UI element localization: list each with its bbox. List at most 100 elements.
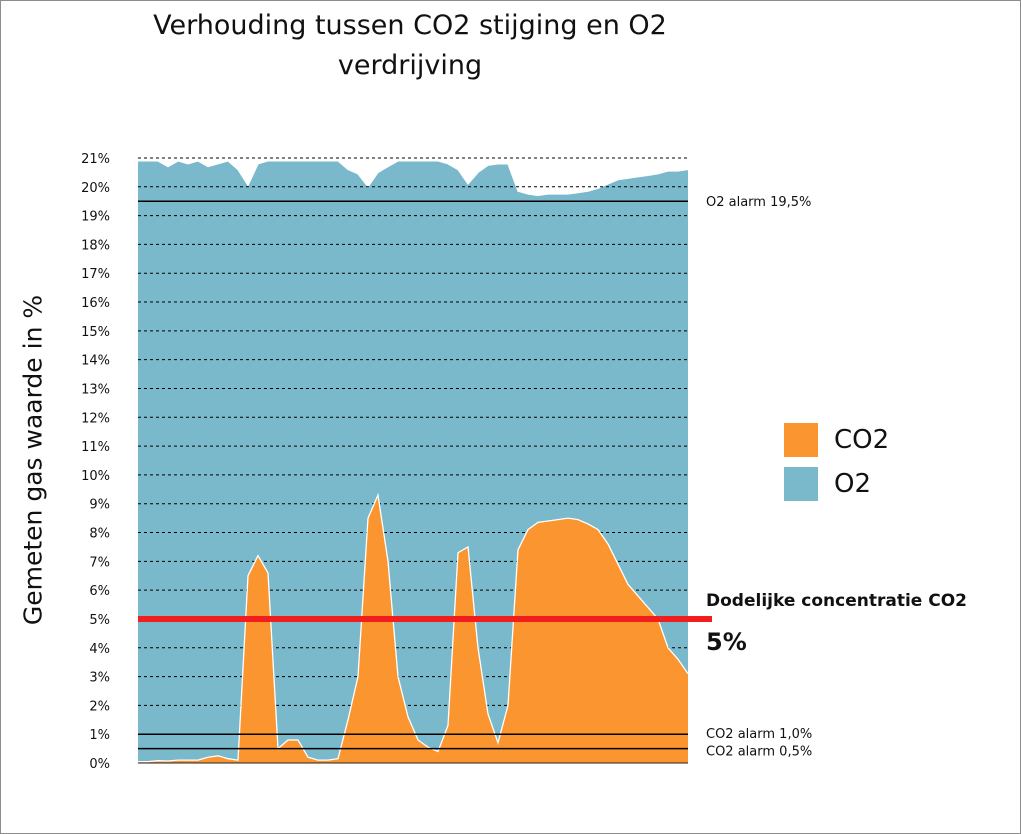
co2-point-29 bbox=[427, 746, 429, 748]
o2-point-34 bbox=[477, 172, 479, 174]
o2-point-25 bbox=[387, 166, 389, 168]
co2-point-54 bbox=[677, 659, 679, 661]
co2-point-49 bbox=[627, 584, 629, 586]
y-tick-8: 8% bbox=[89, 527, 110, 542]
co2-line bbox=[138, 492, 689, 763]
o2-point-32 bbox=[457, 169, 459, 171]
co2-point-28 bbox=[417, 739, 419, 741]
o2-point-37 bbox=[507, 163, 509, 165]
y-tick-1: 1% bbox=[89, 728, 110, 743]
o2-point-28 bbox=[417, 160, 419, 162]
legend-swatch-co2 bbox=[784, 423, 818, 457]
co2-point-33 bbox=[467, 546, 469, 548]
legend-item-o2: O2 bbox=[784, 462, 889, 506]
co2-point-0 bbox=[137, 761, 139, 763]
o2-point-45 bbox=[587, 190, 589, 192]
lethal-concentration-value: 5% bbox=[706, 628, 747, 656]
y-tick-21: 21% bbox=[81, 152, 110, 167]
y-tick-16: 16% bbox=[81, 296, 110, 311]
o2-point-29 bbox=[427, 160, 429, 162]
chart-title: Verhouding tussen CO2 stijging en O2 ver… bbox=[153, 10, 667, 81]
o2-point-22 bbox=[357, 173, 359, 175]
o2-point-52 bbox=[657, 173, 659, 175]
o2-point-6 bbox=[197, 160, 199, 162]
co2-point-2 bbox=[157, 760, 159, 762]
co2-point-17 bbox=[307, 756, 309, 758]
o2-point-50 bbox=[637, 176, 639, 178]
co2-point-44 bbox=[577, 519, 579, 521]
co2-point-55 bbox=[687, 673, 689, 675]
co2-point-34 bbox=[477, 647, 479, 649]
o2-point-19 bbox=[327, 160, 329, 162]
o2-point-17 bbox=[307, 160, 309, 162]
co2-point-45 bbox=[587, 523, 589, 525]
co2-point-3 bbox=[167, 760, 169, 762]
o2-point-11 bbox=[247, 185, 249, 187]
o2-point-55 bbox=[687, 169, 689, 171]
o2-point-14 bbox=[277, 160, 279, 162]
y-tick-19: 19% bbox=[81, 210, 110, 225]
y-tick-15: 15% bbox=[81, 325, 110, 340]
co2-point-19 bbox=[327, 759, 329, 761]
o2-point-3 bbox=[167, 166, 169, 168]
co2-point-37 bbox=[507, 705, 509, 707]
co2-point-11 bbox=[247, 575, 249, 577]
o2-point-7 bbox=[207, 166, 209, 168]
o2-point-1 bbox=[147, 160, 149, 162]
co2-point-40 bbox=[537, 522, 539, 524]
co2-point-22 bbox=[357, 676, 359, 678]
y-tick-12: 12% bbox=[81, 411, 110, 426]
o2-point-26 bbox=[397, 160, 399, 162]
o2-point-12 bbox=[257, 163, 259, 165]
co2-point-26 bbox=[397, 676, 399, 678]
legend-item-co2: CO2 bbox=[784, 418, 889, 462]
co2-point-53 bbox=[667, 647, 669, 649]
o2-point-16 bbox=[297, 160, 299, 162]
co2-point-12 bbox=[257, 555, 259, 557]
o2-point-9 bbox=[227, 160, 229, 162]
o2-point-13 bbox=[267, 160, 269, 162]
co2-point-30 bbox=[437, 751, 439, 753]
co2-point-4 bbox=[177, 759, 179, 761]
co2-point-13 bbox=[267, 572, 269, 574]
co2-point-31 bbox=[447, 725, 449, 727]
o2-point-24 bbox=[377, 172, 379, 174]
co2-point-47 bbox=[607, 543, 609, 545]
co2-point-21 bbox=[347, 719, 349, 721]
co2-point-39 bbox=[527, 529, 529, 531]
o2-point-38 bbox=[517, 190, 519, 192]
y-tick-0: 0% bbox=[89, 757, 110, 772]
o2-point-20 bbox=[337, 160, 339, 162]
legend-label-co2: CO2 bbox=[834, 425, 890, 455]
co2-point-42 bbox=[557, 519, 559, 521]
co2-point-18 bbox=[317, 759, 319, 761]
o2-point-35 bbox=[487, 164, 489, 166]
co2-point-23 bbox=[367, 517, 369, 519]
o2-point-5 bbox=[187, 163, 189, 165]
reference-label-0: O2 alarm 19,5% bbox=[706, 195, 811, 210]
o2-point-49 bbox=[627, 177, 629, 179]
co2-point-36 bbox=[497, 742, 499, 744]
co2-area bbox=[138, 495, 688, 763]
o2-point-27 bbox=[407, 160, 409, 162]
co2-point-50 bbox=[637, 595, 639, 597]
co2-point-15 bbox=[287, 739, 289, 741]
o2-point-41 bbox=[547, 193, 549, 195]
o2-point-51 bbox=[647, 175, 649, 177]
o2-point-33 bbox=[467, 183, 469, 185]
y-tick-17: 17% bbox=[81, 267, 110, 282]
lethal-concentration-label: Dodelijke concentratie CO2 bbox=[706, 591, 967, 611]
o2-point-48 bbox=[617, 179, 619, 181]
y-tick-2: 2% bbox=[89, 699, 110, 714]
co2-point-5 bbox=[187, 759, 189, 761]
o2-point-44 bbox=[577, 192, 579, 194]
o2-point-2 bbox=[157, 160, 159, 162]
o2-point-31 bbox=[447, 163, 449, 165]
co2-point-1 bbox=[147, 761, 149, 763]
co2-point-46 bbox=[597, 529, 599, 531]
y-tick-13: 13% bbox=[81, 382, 110, 397]
o2-point-46 bbox=[597, 188, 599, 190]
o2-point-54 bbox=[677, 170, 679, 172]
o2-point-10 bbox=[237, 169, 239, 171]
co2-point-10 bbox=[237, 759, 239, 761]
